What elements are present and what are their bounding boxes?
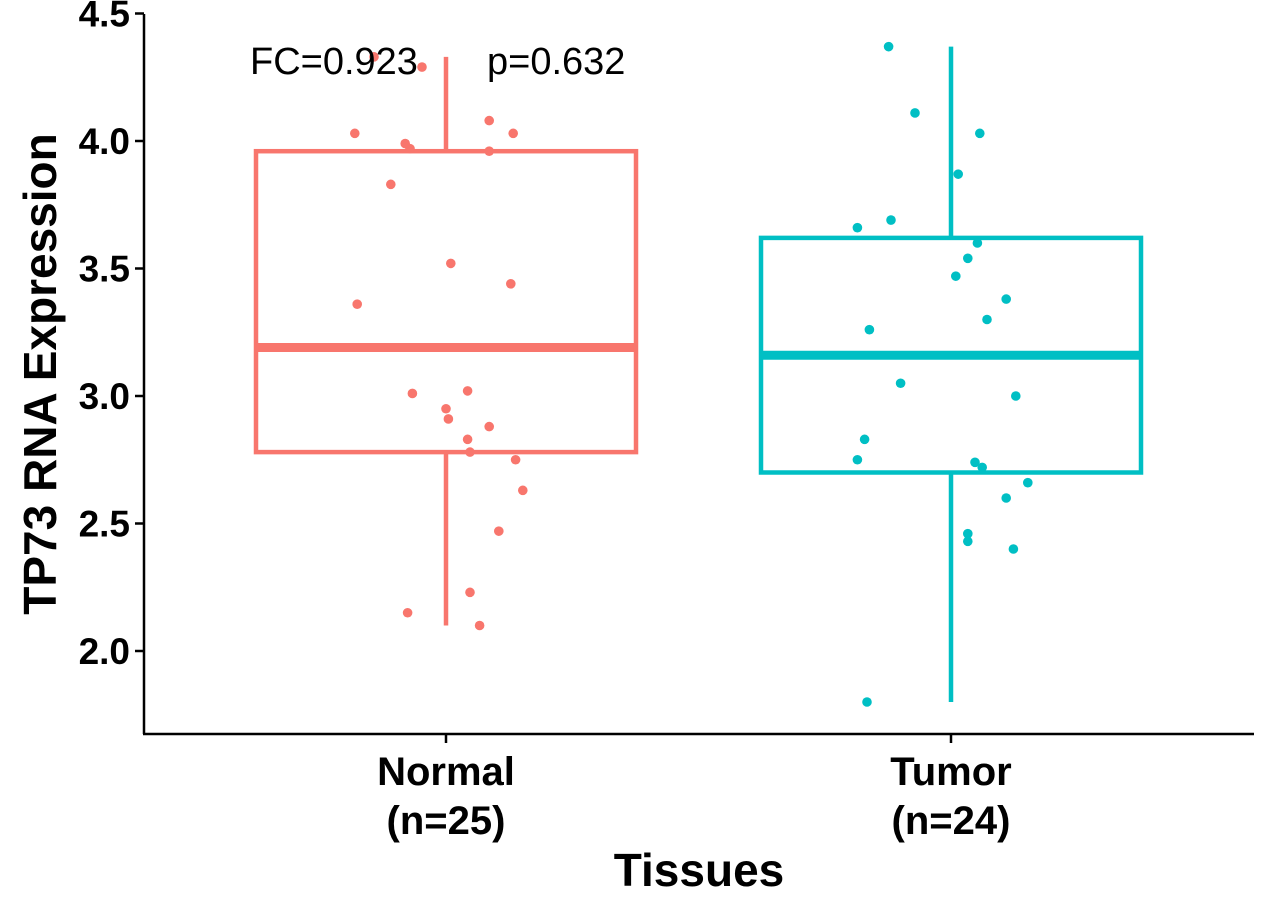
tumor-data-point — [852, 222, 863, 233]
tumor-data-point — [1001, 294, 1011, 304]
x-tick-sublabel-normal: (n=25) — [387, 799, 506, 843]
normal-data-point — [484, 146, 495, 156]
tumor-data-point — [963, 528, 973, 539]
tumor-data-point — [975, 128, 985, 139]
normal-data-point — [386, 179, 396, 190]
tumor-data-point — [883, 41, 894, 52]
normal-data-point — [518, 485, 528, 496]
tumor-data-point — [972, 238, 983, 248]
normal-data-point — [508, 128, 518, 139]
normal-data-point — [407, 388, 418, 399]
x-axis-title: Tissues — [614, 844, 784, 896]
tumor-data-point — [862, 697, 872, 707]
tumor-data-point — [970, 457, 980, 468]
tumor-data-point — [864, 324, 875, 335]
y-axis-title: TP73 RNA Expression — [14, 133, 66, 614]
normal-data-point — [369, 52, 379, 62]
tumor-data-point — [859, 434, 870, 445]
x-tick-label-tumor: Tumor — [890, 750, 1011, 794]
normal-data-point — [417, 62, 427, 72]
y-axis: 2.0 2.5 3.0 3.5 4.0 4.5 — [79, 0, 146, 734]
normal-box — [253, 148, 639, 455]
normal-data-point — [465, 587, 475, 598]
normal-data-point — [462, 434, 473, 445]
normal-data-point — [402, 607, 413, 618]
tumor-data-point — [1011, 391, 1021, 401]
tumor-data-point — [1001, 493, 1011, 503]
fc-annotation: FC=0.923 — [250, 41, 418, 83]
normal-data-point — [443, 414, 454, 424]
normal-data-point — [465, 447, 475, 457]
normal-data-point — [352, 299, 363, 310]
normal-data-point — [350, 128, 360, 139]
tumor-data-point — [886, 215, 896, 225]
tumor-data-point — [982, 314, 992, 325]
y-tick-label: 3.0 — [79, 376, 130, 417]
tumor-data-point — [852, 454, 863, 465]
normal-data-point — [474, 620, 485, 631]
tumor-data-point — [910, 108, 920, 118]
y-tick-label: 3.5 — [79, 249, 130, 290]
x-tick-sublabel-tumor: (n=24) — [892, 799, 1011, 843]
tumor-data-point — [895, 378, 906, 389]
y-tick-label: 2.0 — [79, 631, 130, 672]
normal-data-point — [484, 421, 495, 432]
x-axis: Normal (n=25) Tumor (n=24) — [143, 732, 1254, 843]
normal-data-point — [462, 386, 473, 396]
normal-data-point — [510, 454, 521, 465]
tumor-data-point — [1008, 544, 1019, 554]
y-tick-label: 4.0 — [79, 121, 130, 162]
plot-area — [253, 41, 1144, 707]
p-value-annotation: p=0.632 — [487, 41, 625, 83]
tumor-data-point — [953, 169, 963, 179]
tumor-data-point — [977, 462, 987, 473]
normal-data-point — [446, 258, 456, 269]
tumor-data-point — [1023, 477, 1033, 488]
tumor-data-point — [963, 536, 973, 547]
normal-data-point — [494, 526, 504, 536]
normal-data-point — [405, 143, 415, 154]
normal-data-point — [484, 115, 495, 126]
x-tick-label-normal: Normal — [377, 750, 515, 794]
y-tick-label: 2.5 — [79, 504, 130, 545]
tumor-data-point — [963, 253, 973, 264]
y-tick-label: 4.5 — [79, 0, 130, 35]
tumor-data-point — [951, 271, 961, 281]
normal-data-point — [441, 403, 451, 414]
normal-data-point — [506, 279, 516, 289]
